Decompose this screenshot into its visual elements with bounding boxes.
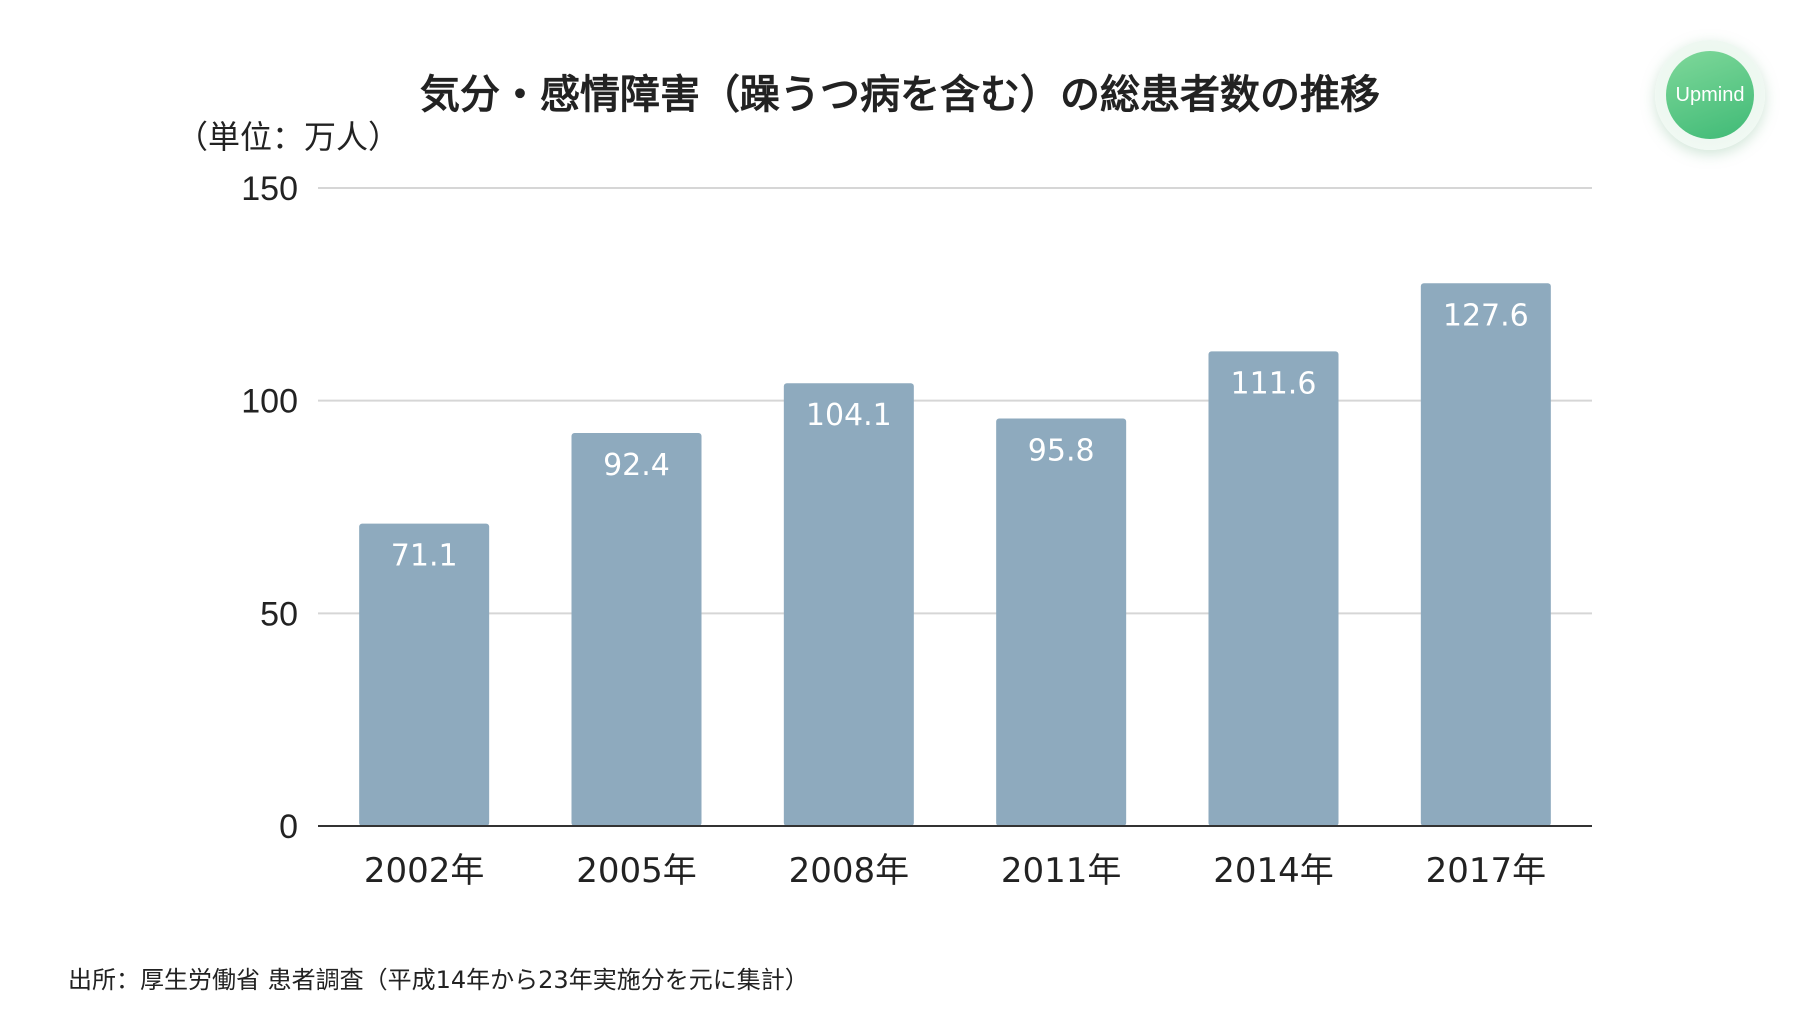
logo-badge: Upmind — [1666, 51, 1754, 139]
bar — [1208, 351, 1339, 826]
bar — [996, 418, 1127, 826]
x-tick-label: 2005年 — [576, 851, 697, 891]
x-tick-label: 2014年 — [1213, 851, 1334, 891]
bar-data-label: 92.4 — [603, 448, 670, 483]
y-tick-label: 0 — [279, 808, 298, 846]
x-tick-label: 2011年 — [1001, 851, 1122, 891]
gridlines — [318, 187, 1592, 615]
bar-data-label: 111.6 — [1231, 366, 1317, 401]
bar-data-label: 95.8 — [1028, 434, 1095, 469]
bar-data-label: 127.6 — [1443, 298, 1529, 333]
bar — [783, 383, 914, 826]
bar — [1420, 283, 1551, 826]
logo-text: Upmind — [1675, 83, 1745, 106]
chart-title: 気分・感情障害（躁うつ病を含む）の総患者数の推移 — [420, 72, 1380, 118]
x-tick-label: 2017年 — [1426, 851, 1547, 891]
y-tick-label: 50 — [260, 595, 298, 633]
bar-data-label: 71.1 — [391, 539, 458, 574]
source-note: 出所：厚生労働省 患者調査（平成14年から23年実施分を元に集計） — [68, 966, 809, 994]
bars: 71.1 92.4 104.1 95.8 111.6 127.6 — [359, 283, 1551, 826]
bar — [571, 432, 702, 826]
y-tick-label: 100 — [241, 383, 298, 421]
axes: 0 50 100 150 2002年 2005年 2008年 2011年 2014年 2017年 — [241, 170, 1592, 891]
upmind-logo: Upmind — [1655, 40, 1765, 150]
x-tick-label: 2008年 — [789, 851, 910, 891]
y-axis-unit-label: （単位：万人） — [176, 118, 401, 156]
bar — [359, 523, 490, 826]
bar-data-label: 104.1 — [806, 398, 892, 433]
y-tick-label: 150 — [241, 170, 298, 208]
x-tick-label: 2002年 — [364, 851, 485, 891]
